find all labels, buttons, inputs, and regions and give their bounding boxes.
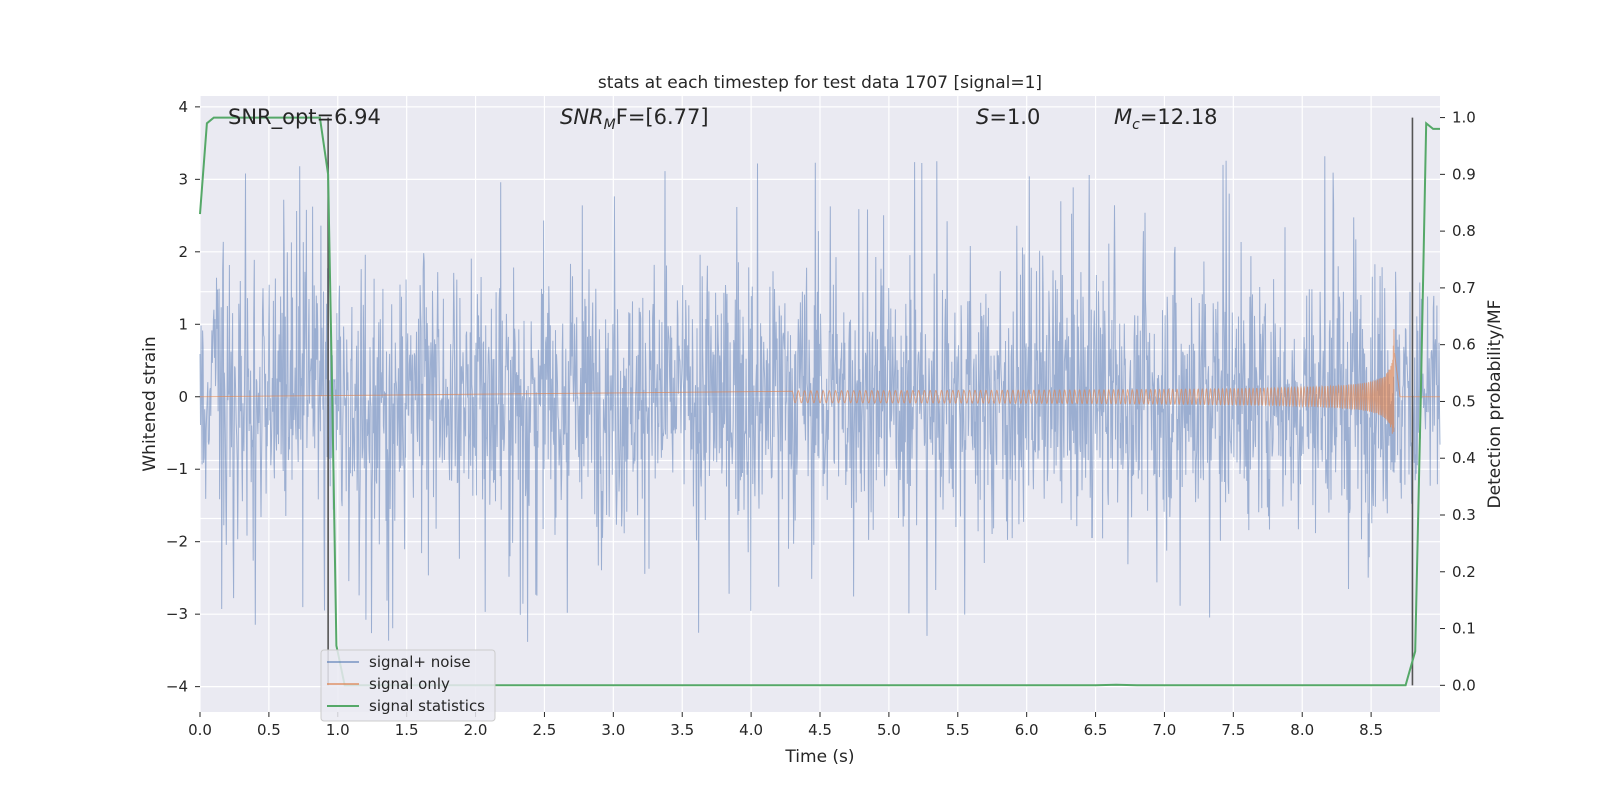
y-tick-label-left: 4 <box>178 98 188 116</box>
snr-mf-sub: M <box>604 117 616 133</box>
mc-sub: c <box>1132 117 1140 133</box>
y-tick-label-right: 0.6 <box>1452 336 1476 354</box>
annotation-snr-opt: SNR_opt=6.94 <box>228 105 381 130</box>
mc-label: M <box>1114 105 1132 129</box>
s-value: =1.0 <box>989 105 1040 129</box>
y-tick-label-right: 0.7 <box>1452 279 1476 297</box>
legend-box <box>320 649 496 722</box>
y-tick-label-left: −1 <box>166 460 188 478</box>
y-tick-label-right: 1.0 <box>1452 109 1476 127</box>
x-tick-label: 4.0 <box>739 721 763 739</box>
annotation-snr-mf: SNRMF=[6.77] <box>560 105 709 133</box>
x-tick-label: 0.0 <box>188 721 212 739</box>
signal-only-line <box>199 329 1440 434</box>
y-tick-label-left: −3 <box>166 605 188 623</box>
y-tick-label-left: 2 <box>178 243 188 261</box>
y-tick-label-right: 0.9 <box>1452 165 1476 183</box>
y-tick-label-right: 0.5 <box>1452 392 1476 410</box>
x-tick-labels: 0.0 0.5 1.0 1.5 2.0 2.5 3.0 3.5 4.0 4.5 5.0 5.5 6.0 6… <box>188 712 1383 739</box>
y-tick-label-right: 0.1 <box>1452 620 1476 638</box>
x-tick-label: 7.0 <box>1153 721 1177 739</box>
legend-label-stats: signal statistics <box>369 697 485 715</box>
x-tick-label: 2.0 <box>464 721 488 739</box>
y-axis-label-left: Whitened strain <box>140 336 160 471</box>
y-tick-label-right: 0.8 <box>1452 222 1476 240</box>
series-signal-noise <box>199 156 1441 642</box>
x-tick-label: 5.5 <box>946 721 970 739</box>
y-tick-label-left: 0 <box>178 388 188 406</box>
x-tick-label: 6.5 <box>1084 721 1108 739</box>
legend-label-signal: signal only <box>369 675 450 693</box>
x-tick-label: 1.0 <box>326 721 350 739</box>
snr-mf-label: SNR <box>560 105 604 129</box>
x-tick-label: 5.0 <box>877 721 901 739</box>
y-tick-labels-right: 1.0 0.9 0.8 0.7 0.6 0.5 0.4 0.3 0.2 0.1 0.0 <box>1440 109 1476 694</box>
snr-mf-value: F=[6.77] <box>616 105 709 129</box>
legend-label-noise: signal+ noise <box>369 653 471 671</box>
x-tick-label: 3.5 <box>670 721 694 739</box>
legend: signal+ noise signal only signal statist… <box>320 649 496 722</box>
y-tick-label-left: −4 <box>166 678 188 696</box>
s-label: S <box>976 105 989 129</box>
x-tick-label: 6.0 <box>1015 721 1039 739</box>
y-tick-label-left: −2 <box>166 533 188 551</box>
annotation-s: S=1.0 <box>976 105 1040 129</box>
x-tick-label: 4.5 <box>808 721 832 739</box>
annotation-mc: Mc=12.18 <box>1114 105 1218 133</box>
x-tick-label: 3.0 <box>601 721 625 739</box>
x-tick-label: 8.0 <box>1290 721 1314 739</box>
y-tick-label-left: 3 <box>178 170 188 188</box>
x-tick-label: 1.5 <box>395 721 419 739</box>
y-axis-label-right: Detection probability/MF <box>1485 300 1505 509</box>
signal-noise-line <box>199 156 1441 642</box>
mc-value: =12.18 <box>1140 105 1218 129</box>
y-tick-label-left: 1 <box>178 315 188 333</box>
x-tick-label: 0.5 <box>257 721 281 739</box>
x-tick-label: 7.5 <box>1221 721 1245 739</box>
y-tick-label-right: 0.3 <box>1452 506 1476 524</box>
chart-title: stats at each timestep for test data 170… <box>598 73 1042 93</box>
x-axis-label: Time (s) <box>784 747 854 767</box>
y-tick-label-right: 0.4 <box>1452 449 1476 467</box>
y-tick-label-right: 0.2 <box>1452 563 1476 581</box>
series-signal-only <box>199 329 1440 434</box>
y-tick-label-right: 0.0 <box>1452 676 1476 694</box>
x-tick-label: 2.5 <box>533 721 557 739</box>
y-tick-labels-left: 4 3 2 1 0 −1 −2 −3 −4 <box>166 98 200 696</box>
x-tick-label: 8.5 <box>1359 721 1383 739</box>
